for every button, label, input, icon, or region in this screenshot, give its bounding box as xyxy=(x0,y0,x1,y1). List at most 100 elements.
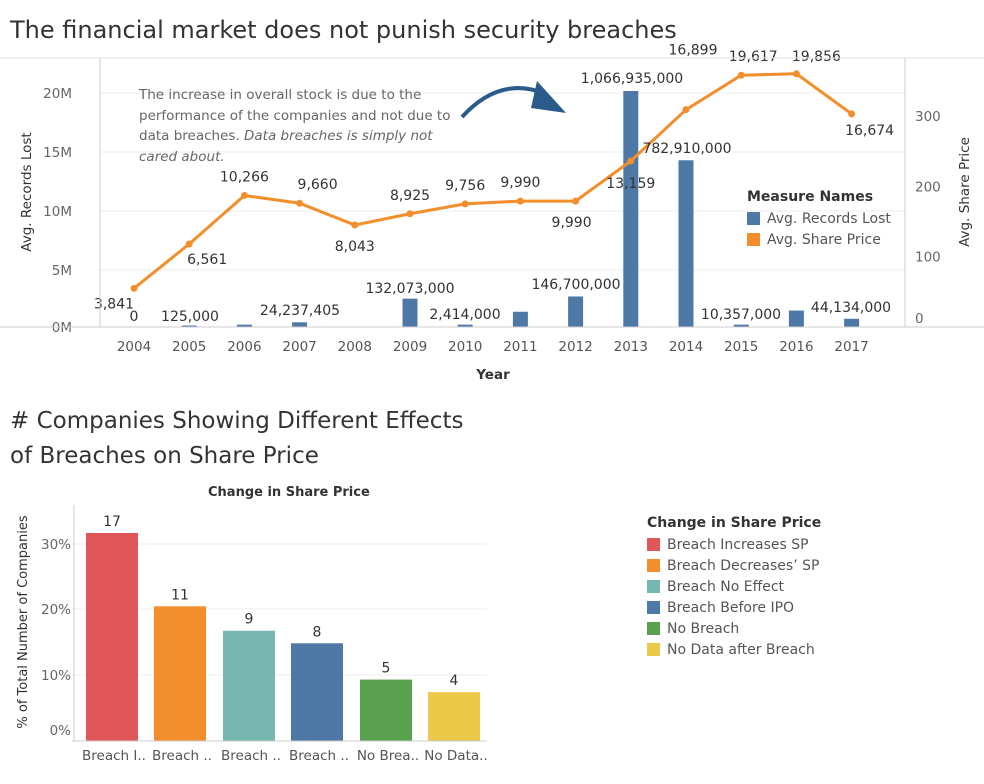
x-tick-label: 2016 xyxy=(779,339,813,355)
bar-records-lost xyxy=(402,298,418,327)
x-tick-label: 2011 xyxy=(503,339,537,355)
x-tick-label: 2006 xyxy=(227,339,261,355)
legend-label: Breach No Effect xyxy=(667,578,785,595)
label-share-price: 9,660 xyxy=(298,177,338,193)
legend-label: No Breach xyxy=(667,620,740,637)
line-share-price xyxy=(133,72,853,290)
bar-records-lost xyxy=(678,160,694,327)
bar-breach-decreases-sp xyxy=(154,606,206,741)
y-tick-label-left: 15M xyxy=(43,145,72,161)
point-share-price xyxy=(351,221,359,229)
x-tick-label: Breach .. xyxy=(152,748,212,764)
point-share-price xyxy=(406,210,414,218)
bar-value-label: 4 xyxy=(450,673,459,689)
y-axis-title-right: Avg. Share Price xyxy=(957,137,973,247)
y-tick-label: 20% xyxy=(41,602,71,618)
label-records-lost: 0 xyxy=(130,309,139,325)
x-tick-label: No Data.. xyxy=(424,748,487,764)
legend-item[interactable]: Avg. Share Price xyxy=(747,229,891,250)
legend-swatch xyxy=(647,643,660,656)
x-tick-label: 2017 xyxy=(834,339,868,355)
x-tick-label: Breach .. xyxy=(289,748,349,764)
bar-records-lost xyxy=(623,91,639,327)
y-tick-label-right: 200 xyxy=(915,179,941,195)
x-tick-label: 2008 xyxy=(338,339,372,355)
legend-swatch xyxy=(647,601,660,614)
legend-swatch xyxy=(647,538,660,551)
bar-no-data-after-breach xyxy=(428,692,480,741)
x-tick-label: 2005 xyxy=(172,339,206,355)
legend-item[interactable]: Breach Before IPO xyxy=(647,597,821,618)
y-tick-label-left: 0M xyxy=(52,320,72,336)
label-records-lost: 132,073,000 xyxy=(365,281,454,297)
legend-item[interactable]: Breach Decreases’ SP xyxy=(647,555,821,576)
label-share-price: 13,159 xyxy=(606,176,655,192)
point-share-price xyxy=(130,284,138,292)
label-share-price: 9,756 xyxy=(445,178,485,194)
label-share-price: 6,561 xyxy=(187,252,227,268)
legend-item[interactable]: No Breach xyxy=(647,618,821,639)
point-share-price xyxy=(185,240,193,248)
label-share-price: 16,674 xyxy=(845,123,894,139)
label-records-lost: 146,700,000 xyxy=(531,277,620,293)
x-tick-label: No Brea.. xyxy=(357,748,419,764)
label-share-price: 3,841 xyxy=(94,296,134,312)
legend-item[interactable]: No Data after Breach xyxy=(647,639,821,660)
bar-no-breach xyxy=(360,679,412,741)
bar-records-lost xyxy=(733,324,749,327)
bar-value-label: 8 xyxy=(313,624,322,640)
point-share-price xyxy=(682,106,690,114)
point-share-price xyxy=(848,110,856,118)
bar-value-label: 11 xyxy=(171,587,189,603)
legend-item[interactable]: Breach Increases SP xyxy=(647,534,821,555)
bar-records-lost xyxy=(568,296,584,327)
y-tick-label-right: 0 xyxy=(915,311,924,327)
legend-swatch xyxy=(747,212,760,225)
bar-records-lost xyxy=(512,311,528,327)
x-tick-label: 2013 xyxy=(614,339,648,355)
x-tick-label: 2009 xyxy=(393,339,427,355)
legend-swatch xyxy=(647,580,660,593)
bar-records-lost xyxy=(236,324,252,327)
label-records-lost: 44,134,000 xyxy=(811,300,891,316)
label-share-price: 9,990 xyxy=(500,175,540,191)
x-tick-label: 2004 xyxy=(117,339,151,355)
bar-records-lost xyxy=(457,324,473,327)
legend-swatch xyxy=(747,233,760,246)
legend-title: Change in Share Price xyxy=(647,515,822,531)
y-tick-label: 30% xyxy=(41,537,71,553)
bar-value-label: 5 xyxy=(382,661,391,677)
label-records-lost: 782,910,000 xyxy=(642,141,731,157)
bar-breach-increases-sp xyxy=(86,533,138,741)
y-tick-label: 0% xyxy=(50,723,72,739)
bar-records-lost xyxy=(181,325,197,327)
label-records-lost: 1,066,935,000 xyxy=(581,71,683,87)
point-share-price xyxy=(240,191,248,199)
label-share-price: 19,856 xyxy=(792,49,841,65)
legend-title: Measure Names xyxy=(747,189,874,205)
point-share-price xyxy=(516,197,524,205)
point-share-price xyxy=(792,70,800,78)
label-records-lost: 10,357,000 xyxy=(701,307,781,323)
legend-item[interactable]: Breach No Effect xyxy=(647,576,821,597)
chart-annotation: The increase in overall stock is due to … xyxy=(139,85,469,167)
legend-swatch xyxy=(647,622,660,635)
legend-swatch xyxy=(647,559,660,572)
section-title: # Companies Showing Different Effects of… xyxy=(10,408,464,469)
legend-label: No Data after Breach xyxy=(667,641,815,658)
legend-label: Breach Before IPO xyxy=(667,599,795,616)
page-title: The financial market does not punish sec… xyxy=(10,16,677,44)
x-tick-label: 2010 xyxy=(448,339,482,355)
x-tick-label: Breach I.. xyxy=(82,748,146,764)
bar-records-lost xyxy=(788,310,804,327)
chart-subtitle: Change in Share Price xyxy=(208,485,370,500)
y-tick-label-left: 5M xyxy=(52,263,72,279)
x-tick-label: 2014 xyxy=(669,339,703,355)
label-records-lost: 2,414,000 xyxy=(429,307,500,323)
curved-arrow-icon xyxy=(460,81,566,119)
legend-item[interactable]: Avg. Records Lost xyxy=(747,208,891,229)
x-tick-label: 2015 xyxy=(724,339,758,355)
legend-change-in-share-price: Change in Share Price Breach Increases S… xyxy=(647,515,821,660)
legend-label: Breach Increases SP xyxy=(667,536,809,553)
y-axis-title: % of Total Number of Companies xyxy=(16,515,31,728)
